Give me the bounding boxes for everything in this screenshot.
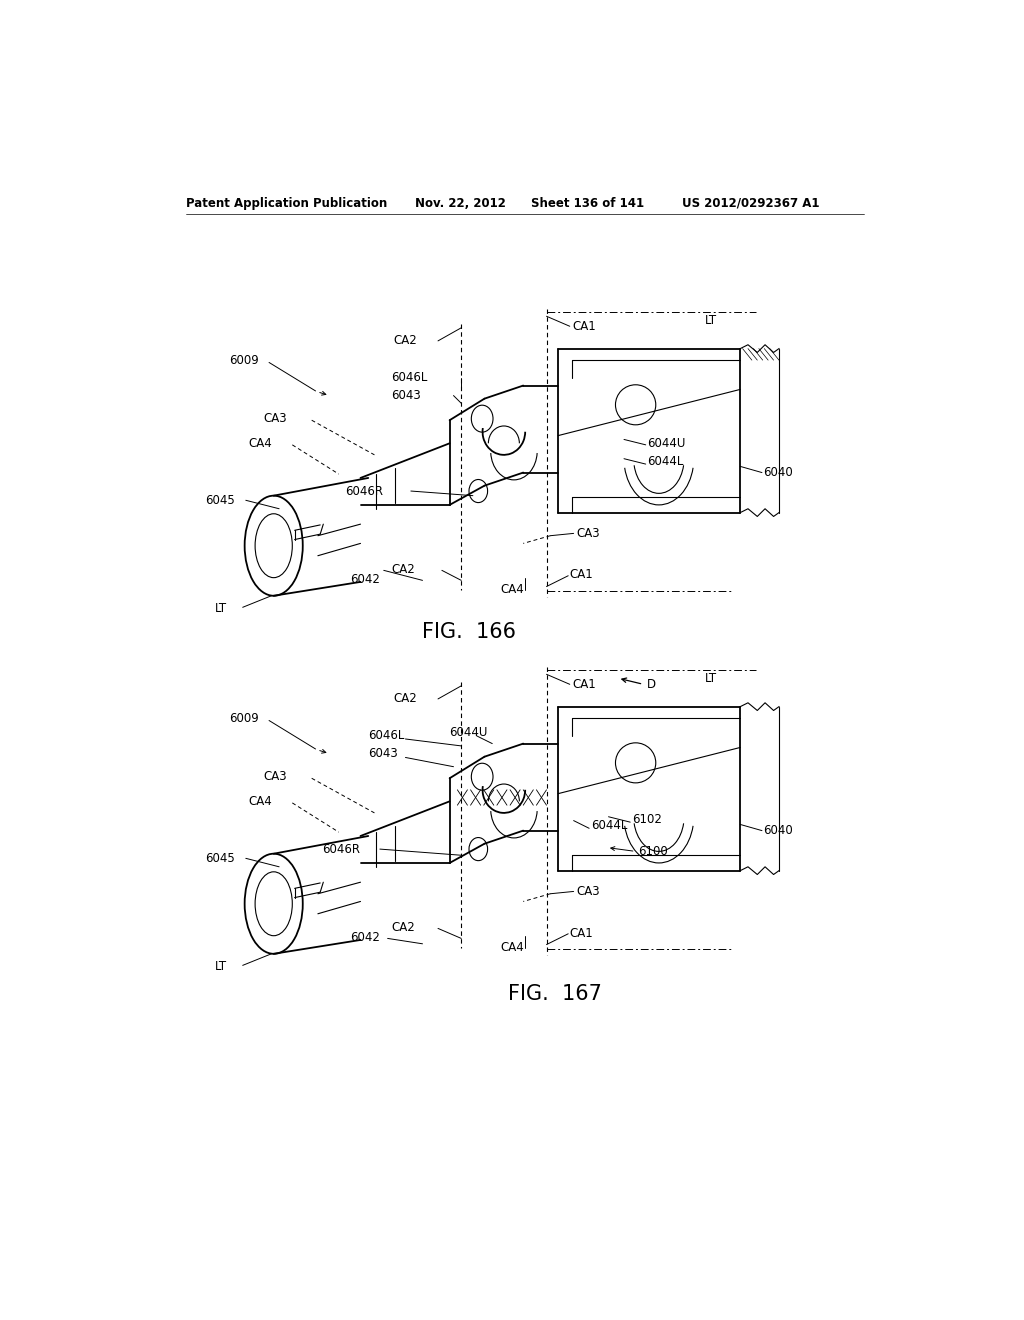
Text: FIG.  166: FIG. 166: [423, 622, 516, 642]
Text: LT: LT: [706, 314, 718, 326]
Text: Patent Application Publication: Patent Application Publication: [186, 197, 387, 210]
Text: 6043: 6043: [391, 389, 421, 403]
Text: CA1: CA1: [572, 677, 596, 690]
Text: 6044U: 6044U: [450, 726, 488, 739]
Text: 6044U: 6044U: [647, 437, 686, 450]
Text: 6040: 6040: [764, 466, 794, 479]
Text: LT: LT: [215, 960, 227, 973]
Text: 6044L: 6044L: [647, 455, 684, 469]
Text: 6044L: 6044L: [591, 820, 627, 833]
Text: CA3: CA3: [575, 527, 600, 540]
Text: CA3: CA3: [575, 884, 600, 898]
Text: US 2012/0292367 A1: US 2012/0292367 A1: [682, 197, 819, 210]
Text: CA2: CA2: [391, 564, 416, 576]
Text: 6046L: 6046L: [369, 729, 404, 742]
Text: 6043: 6043: [369, 747, 398, 760]
Text: 6045: 6045: [206, 851, 236, 865]
Text: LT: LT: [706, 672, 718, 685]
Text: 6042: 6042: [349, 931, 380, 944]
Text: CA4: CA4: [248, 437, 272, 450]
Text: CA4: CA4: [500, 583, 523, 597]
Text: CA2: CA2: [394, 693, 418, 705]
Text: 6100: 6100: [638, 845, 668, 858]
Text: Nov. 22, 2012: Nov. 22, 2012: [415, 197, 506, 210]
Text: CA1: CA1: [572, 319, 596, 333]
Text: CA3: CA3: [263, 412, 288, 425]
Text: D: D: [647, 677, 656, 690]
Text: 6040: 6040: [764, 824, 794, 837]
Text: CA4: CA4: [500, 941, 523, 954]
Text: CA4: CA4: [248, 795, 272, 808]
Text: 6009: 6009: [228, 354, 258, 367]
Text: 6102: 6102: [632, 813, 662, 826]
Text: CA2: CA2: [394, 334, 418, 347]
Text: CA2: CA2: [391, 921, 416, 935]
Text: CA1: CA1: [569, 927, 594, 940]
Text: CA1: CA1: [569, 569, 594, 582]
Text: FIG.  167: FIG. 167: [508, 983, 602, 1003]
Text: 6046L: 6046L: [391, 371, 428, 384]
Text: 6045: 6045: [206, 494, 236, 507]
Text: 6046R: 6046R: [322, 842, 359, 855]
Text: 6046R: 6046R: [345, 484, 383, 498]
Text: CA3: CA3: [263, 770, 288, 783]
Text: LT: LT: [215, 602, 227, 615]
Text: 6042: 6042: [349, 573, 380, 586]
Text: 6009: 6009: [228, 711, 258, 725]
Text: Sheet 136 of 141: Sheet 136 of 141: [531, 197, 644, 210]
